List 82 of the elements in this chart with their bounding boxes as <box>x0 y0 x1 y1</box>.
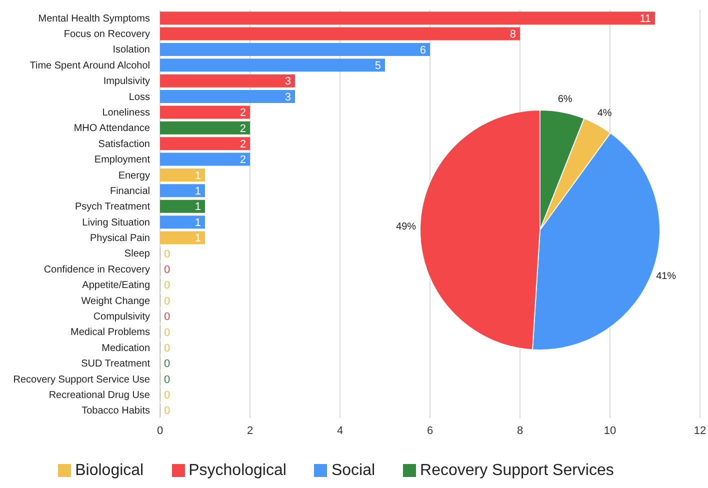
bar <box>160 231 205 244</box>
data-label: 0 <box>164 358 170 370</box>
data-label: 0 <box>164 248 170 260</box>
bar <box>160 121 250 134</box>
x-tick-label: 12 <box>694 424 706 437</box>
data-label: 1 <box>194 201 201 214</box>
y-tick-label: Living Situation <box>82 217 150 228</box>
bar <box>160 12 655 25</box>
data-label: 1 <box>194 170 201 182</box>
y-tick-label: Medical Problems <box>70 327 150 338</box>
y-tick-label: Satisfaction <box>98 138 150 150</box>
data-label: 1 <box>194 232 201 245</box>
legend-label: Psychological <box>188 462 286 479</box>
data-label: 8 <box>510 28 516 41</box>
data-label: 41% <box>656 270 676 282</box>
bar <box>160 27 520 40</box>
data-label: 11 <box>640 12 651 25</box>
y-tick-label: Loss <box>128 92 150 103</box>
bar <box>160 184 205 198</box>
bar <box>160 137 250 150</box>
data-label: 6% <box>558 94 572 105</box>
data-label: 0 <box>164 311 170 324</box>
bar <box>160 90 295 104</box>
y-tick-label: Mental Health Symptoms <box>38 13 150 24</box>
bar <box>160 58 385 72</box>
y-tick-label: Physical Pain <box>90 233 150 244</box>
bar <box>160 42 430 56</box>
x-tick-label: 8 <box>516 424 524 437</box>
data-label: 0 <box>164 295 170 308</box>
y-tick-label: Weight Change <box>81 296 150 307</box>
data-label: 6 <box>420 44 426 56</box>
bar <box>160 152 250 166</box>
y-tick-label: Employment <box>94 154 150 166</box>
bar <box>160 74 295 88</box>
legend-label: Biological <box>75 462 144 479</box>
y-tick-label: Energy <box>118 170 150 182</box>
legend-label: Social <box>331 462 376 479</box>
data-label: 0 <box>164 390 170 402</box>
data-label: 3 <box>284 76 291 88</box>
y-tick-label: Recovery Support Service Use <box>13 374 150 386</box>
data-label: 2 <box>240 154 246 166</box>
y-tick-label: Recreational Drug Use <box>48 390 150 401</box>
data-label: 0 <box>164 264 170 276</box>
bar <box>160 216 205 229</box>
data-label: 2 <box>240 107 246 120</box>
data-label: 0 <box>164 342 170 354</box>
x-tick-label: 4 <box>336 424 344 437</box>
y-tick-label: Appetite/Eating <box>82 280 150 292</box>
y-tick-label: Impulsivity <box>103 76 150 88</box>
data-label: 0 <box>164 374 170 386</box>
bar <box>160 106 250 119</box>
x-tick-label: 2 <box>246 424 254 437</box>
data-label: 0 <box>164 280 170 292</box>
y-tick-label: Focus on Recovery <box>64 29 150 40</box>
bar <box>160 200 205 213</box>
y-tick-label: Time Spent Around Alcohol <box>30 60 150 72</box>
data-label: 49% <box>396 221 416 232</box>
data-label: 0 <box>164 405 170 418</box>
x-tick-label: 10 <box>604 424 616 437</box>
data-label: 3 <box>284 91 291 104</box>
legend-label: Recovery Support Services <box>420 462 614 479</box>
data-label: 2 <box>240 122 246 135</box>
y-tick-label: Loneliness <box>102 108 150 118</box>
y-tick-label: Sleep <box>124 248 150 260</box>
y-tick-label: Psych Treatment <box>74 202 150 213</box>
data-label: 1 <box>194 216 201 229</box>
data-label: 5 <box>374 60 381 72</box>
bar <box>160 168 205 182</box>
y-tick-label: Confidence in Recovery <box>44 264 150 276</box>
y-tick-label: Isolation <box>112 44 150 56</box>
y-tick-label: MHO Attendance <box>74 123 150 134</box>
y-tick-label: Medication <box>102 342 150 354</box>
data-label: 2 <box>240 138 246 150</box>
data-label: 1 <box>194 186 201 198</box>
data-label: 0 <box>164 326 170 339</box>
y-tick-label: Tobacco Habits <box>82 406 150 417</box>
data-label: 4% <box>597 108 612 120</box>
y-tick-label: SUD Treatment <box>81 358 150 370</box>
x-tick-label: 6 <box>426 424 434 437</box>
x-tick-label: 0 <box>156 424 164 437</box>
y-tick-label: Financial <box>110 186 150 197</box>
y-tick-label: Compulsivity <box>93 312 150 322</box>
